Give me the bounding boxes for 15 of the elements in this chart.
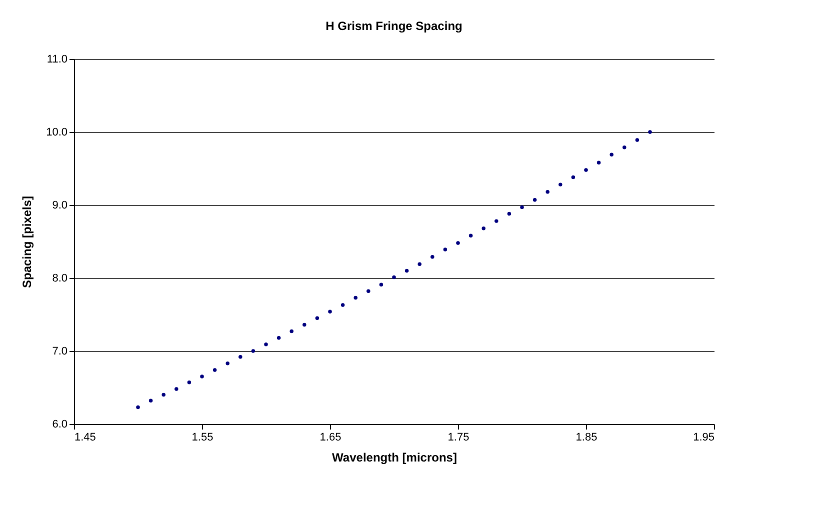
x-tick-label: 1.45 [74, 432, 96, 444]
y-tick-label: 9.0 [52, 200, 68, 212]
y-axis-title: Spacing [pixels] [20, 196, 34, 288]
x-tick-label: 1.75 [448, 432, 470, 444]
x-tick-label: 1.55 [192, 432, 214, 444]
y-tick-label: 11.0 [46, 54, 68, 66]
y-tick-label: 6.0 [52, 418, 68, 430]
y-tick-label: 10.0 [46, 126, 68, 138]
y-tick-label: 8.0 [52, 272, 68, 284]
x-tick-label: 1.95 [693, 432, 714, 444]
x-tick-label: 1.85 [576, 432, 598, 444]
x-tick-label: 1.65 [320, 432, 342, 444]
chart-title: H Grism Fringe Spacing [326, 19, 462, 33]
x-axis-title: Wavelength [microns] [332, 450, 457, 464]
y-tick-label: 7.0 [52, 346, 68, 358]
